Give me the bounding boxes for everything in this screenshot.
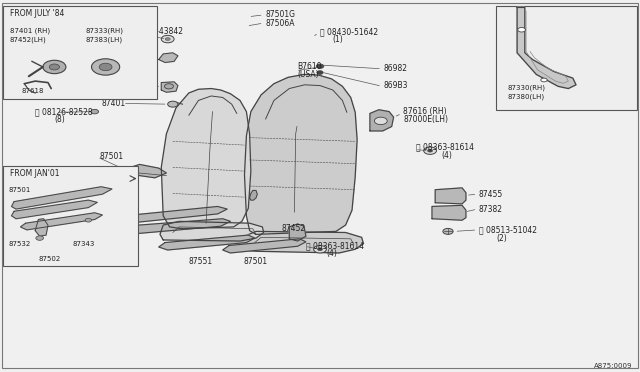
- Circle shape: [85, 218, 92, 222]
- Text: (2): (2): [142, 33, 153, 42]
- Circle shape: [541, 78, 547, 82]
- Text: FROM JULY '84: FROM JULY '84: [10, 9, 64, 18]
- Circle shape: [168, 101, 178, 107]
- Text: 87506A: 87506A: [266, 19, 295, 28]
- Circle shape: [165, 38, 170, 41]
- Polygon shape: [159, 53, 178, 62]
- Polygon shape: [35, 219, 48, 236]
- Circle shape: [317, 71, 323, 74]
- Text: 87551: 87551: [189, 257, 213, 266]
- Text: 87452(LH): 87452(LH): [10, 36, 46, 43]
- Text: 869B3: 869B3: [384, 81, 408, 90]
- Text: A875:0009: A875:0009: [594, 363, 632, 369]
- Text: 87401: 87401: [101, 99, 125, 108]
- Text: 87502: 87502: [38, 256, 61, 262]
- Text: (4): (4): [326, 249, 337, 258]
- Text: 87452: 87452: [282, 224, 306, 233]
- Polygon shape: [517, 7, 576, 89]
- Text: (8): (8): [54, 115, 65, 124]
- Text: 87343: 87343: [72, 241, 95, 247]
- Text: (2): (2): [496, 234, 507, 243]
- Text: 87501: 87501: [8, 187, 31, 193]
- Text: 87401 (RH): 87401 (RH): [10, 28, 50, 34]
- Text: 87405: 87405: [102, 52, 127, 61]
- Circle shape: [316, 64, 324, 68]
- Circle shape: [443, 228, 453, 234]
- Text: (1): (1): [333, 35, 344, 44]
- Text: Ⓑ 08126-82528: Ⓑ 08126-82528: [35, 108, 93, 117]
- Text: (4): (4): [442, 151, 452, 160]
- Text: 87502: 87502: [99, 206, 124, 215]
- Text: 87501G: 87501G: [266, 10, 296, 19]
- Polygon shape: [159, 235, 255, 250]
- Polygon shape: [12, 187, 112, 209]
- Text: 87532: 87532: [8, 241, 31, 247]
- Circle shape: [161, 35, 174, 43]
- Circle shape: [428, 149, 433, 152]
- Polygon shape: [432, 205, 466, 220]
- Polygon shape: [244, 74, 357, 234]
- Text: 87501: 87501: [243, 257, 268, 266]
- Bar: [3, 166, 138, 266]
- Text: 87332: 87332: [101, 85, 125, 94]
- Polygon shape: [161, 89, 251, 229]
- Text: Ⓜ 08430-51642: Ⓜ 08430-51642: [320, 27, 378, 36]
- Polygon shape: [161, 82, 178, 92]
- Text: 87330(RH): 87330(RH): [508, 85, 545, 92]
- Polygon shape: [370, 110, 394, 131]
- Text: 87501: 87501: [99, 152, 124, 161]
- Circle shape: [317, 248, 323, 251]
- Text: (USA): (USA): [298, 70, 319, 79]
- Circle shape: [518, 28, 525, 32]
- Text: 87000E(LH): 87000E(LH): [403, 115, 448, 124]
- Text: 88303E: 88303E: [99, 234, 128, 243]
- Bar: [496, 6, 637, 110]
- Polygon shape: [160, 221, 264, 241]
- Circle shape: [164, 84, 173, 89]
- Text: 87380(LH): 87380(LH): [508, 93, 545, 100]
- Circle shape: [49, 64, 60, 70]
- Circle shape: [374, 117, 387, 125]
- Polygon shape: [243, 231, 364, 253]
- Circle shape: [92, 59, 120, 75]
- Text: 87383(LH): 87383(LH): [85, 36, 122, 43]
- Text: 87618: 87618: [21, 88, 44, 94]
- Text: 87616 (RH): 87616 (RH): [403, 107, 447, 116]
- Polygon shape: [118, 206, 227, 223]
- Text: Ⓢ 08363-81614: Ⓢ 08363-81614: [416, 142, 474, 151]
- Circle shape: [43, 60, 66, 74]
- Text: Ⓢ 08513-51042: Ⓢ 08513-51042: [479, 225, 537, 234]
- Polygon shape: [125, 164, 166, 178]
- Circle shape: [36, 236, 44, 240]
- Circle shape: [91, 109, 99, 114]
- Text: 87455: 87455: [479, 190, 503, 199]
- Circle shape: [314, 246, 326, 253]
- Polygon shape: [20, 213, 102, 230]
- Text: 86982: 86982: [384, 64, 408, 73]
- Polygon shape: [12, 200, 97, 219]
- Text: FROM JAN'01: FROM JAN'01: [10, 169, 59, 178]
- Text: 87382: 87382: [479, 205, 503, 214]
- Polygon shape: [289, 224, 306, 241]
- Polygon shape: [517, 7, 576, 89]
- Bar: [3, 6, 157, 99]
- Circle shape: [99, 63, 112, 71]
- Polygon shape: [118, 219, 230, 234]
- Text: Ⓛ 08915-43842: Ⓛ 08915-43842: [125, 26, 183, 35]
- Text: 88303E: 88303E: [99, 219, 128, 228]
- Polygon shape: [223, 239, 306, 253]
- Polygon shape: [435, 188, 466, 204]
- Text: B7610: B7610: [298, 62, 322, 71]
- Circle shape: [424, 147, 436, 154]
- Text: Ⓢ 08363-81614: Ⓢ 08363-81614: [306, 241, 364, 250]
- Text: 87333(RH): 87333(RH): [85, 28, 123, 34]
- Polygon shape: [250, 190, 257, 200]
